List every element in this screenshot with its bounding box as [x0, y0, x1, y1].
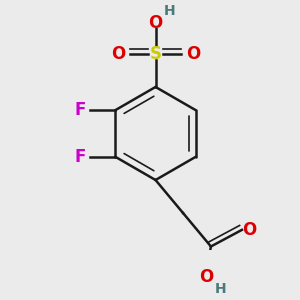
Text: O: O [148, 14, 163, 32]
Text: F: F [74, 148, 85, 166]
Text: F: F [74, 101, 85, 119]
Text: O: O [243, 221, 257, 239]
Text: H: H [215, 282, 227, 296]
Text: O: O [186, 45, 200, 63]
Text: S: S [149, 45, 161, 63]
Text: O: O [111, 45, 125, 63]
Text: O: O [200, 268, 214, 286]
Text: H: H [164, 4, 176, 17]
